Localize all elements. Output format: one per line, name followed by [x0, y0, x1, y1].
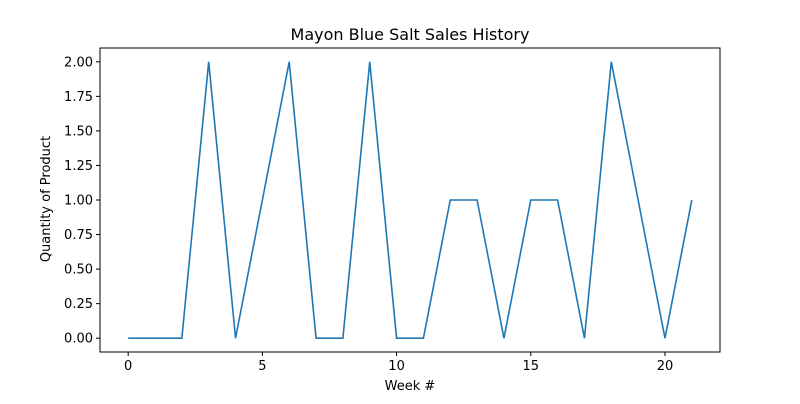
plot-area: 0 5 10 15 20 0.00 0.25 0.50 0.75 1.00 1.25 1.50 1.75… — [64, 47, 721, 374]
y-tick-label: 1.25 — [64, 159, 93, 174]
y-tick-label: 0.75 — [64, 228, 93, 243]
series-line-0 — [128, 61, 693, 339]
x-tick-label: 5 — [258, 359, 266, 374]
x-tick-label: 0 — [124, 359, 132, 374]
x-tick-label: 10 — [388, 359, 405, 374]
y-tick-label: 0.25 — [64, 297, 93, 312]
x-tick-label: 15 — [523, 359, 540, 374]
y-tick-label: 0.50 — [64, 263, 93, 278]
y-tick-label: 1.50 — [64, 124, 93, 139]
chart-title: Mayon Blue Salt Sales History — [291, 25, 530, 44]
y-axis-label: Quantity of Product — [39, 136, 54, 262]
y-tick-label: 1.75 — [64, 90, 93, 105]
y-tick-label: 1.00 — [64, 194, 93, 209]
x-axis-label: Week # — [385, 379, 436, 394]
y-tick-label: 2.00 — [64, 55, 93, 70]
y-tick-label: 0.00 — [64, 332, 93, 347]
x-tick-label: 20 — [657, 359, 674, 374]
